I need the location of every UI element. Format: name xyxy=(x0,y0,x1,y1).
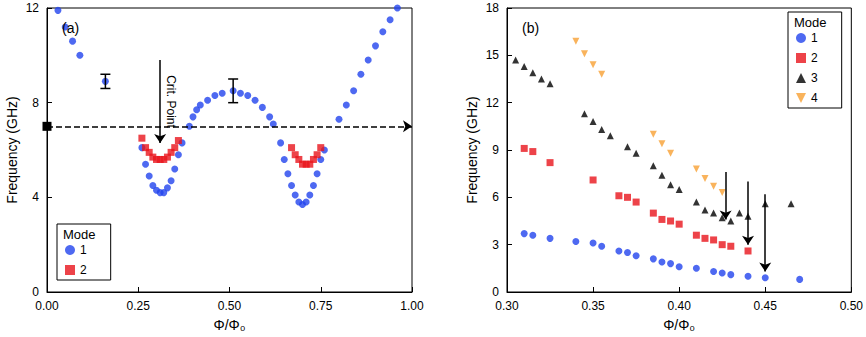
svg-text:0.50: 0.50 xyxy=(218,299,242,313)
svg-text:3: 3 xyxy=(811,71,818,85)
svg-text:6: 6 xyxy=(492,190,499,204)
svg-text:0.75: 0.75 xyxy=(309,299,333,313)
svg-text:2: 2 xyxy=(811,51,818,65)
svg-text:0.40: 0.40 xyxy=(667,299,691,313)
svg-text:0.35: 0.35 xyxy=(581,299,605,313)
svg-text:Mode: Mode xyxy=(63,227,96,242)
svg-text:3: 3 xyxy=(492,238,499,252)
svg-text:2: 2 xyxy=(80,263,87,277)
svg-text:8: 8 xyxy=(32,96,39,110)
svg-text:9: 9 xyxy=(492,143,499,157)
svg-text:15: 15 xyxy=(486,48,500,62)
svg-text:1: 1 xyxy=(80,243,87,257)
svg-text:Crit. Point: Crit. Point xyxy=(164,75,178,128)
svg-text:1.00: 1.00 xyxy=(400,299,424,313)
svg-text:18: 18 xyxy=(486,1,500,15)
svg-text:4: 4 xyxy=(811,91,818,105)
svg-text:0.30: 0.30 xyxy=(495,299,519,313)
svg-text:1: 1 xyxy=(811,31,818,45)
svg-text:0.00: 0.00 xyxy=(35,299,59,313)
svg-text:(b): (b) xyxy=(522,20,539,36)
svg-text:Frequency (GHz): Frequency (GHz) xyxy=(4,96,20,203)
svg-text:Φ/Φ₀: Φ/Φ₀ xyxy=(213,317,245,333)
svg-text:0.50: 0.50 xyxy=(840,299,864,313)
svg-text:12: 12 xyxy=(486,96,500,110)
svg-text:0: 0 xyxy=(492,285,499,299)
svg-text:0: 0 xyxy=(32,285,39,299)
svg-text:(a): (a) xyxy=(62,20,79,36)
svg-text:4: 4 xyxy=(32,190,39,204)
svg-text:0.45: 0.45 xyxy=(754,299,778,313)
svg-text:Frequency (GHz): Frequency (GHz) xyxy=(464,96,480,203)
svg-text:Mode: Mode xyxy=(794,15,827,30)
svg-text:0.25: 0.25 xyxy=(127,299,151,313)
svg-text:12: 12 xyxy=(26,1,40,15)
svg-text:Φ/Φ₀: Φ/Φ₀ xyxy=(663,317,695,333)
